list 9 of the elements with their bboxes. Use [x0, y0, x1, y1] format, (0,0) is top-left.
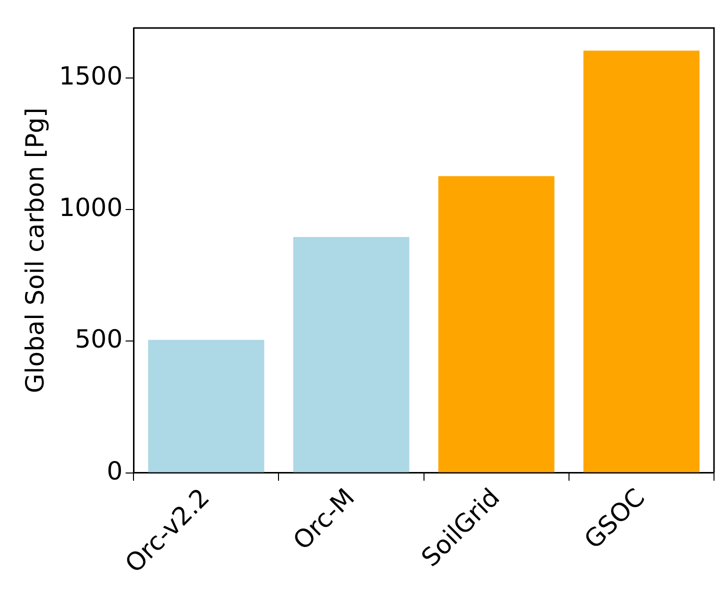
y-tick-label: 500 [74, 324, 123, 354]
y-axis-title: Global Soil carbon [Pg] [20, 108, 50, 394]
bar [583, 50, 700, 472]
y-tick-label: 1500 [59, 62, 123, 91]
y-tick-label: 1000 [59, 193, 123, 222]
bar [438, 176, 554, 472]
bar [293, 236, 410, 472]
bar [148, 340, 264, 472]
y-tick-label: 0 [106, 456, 123, 486]
